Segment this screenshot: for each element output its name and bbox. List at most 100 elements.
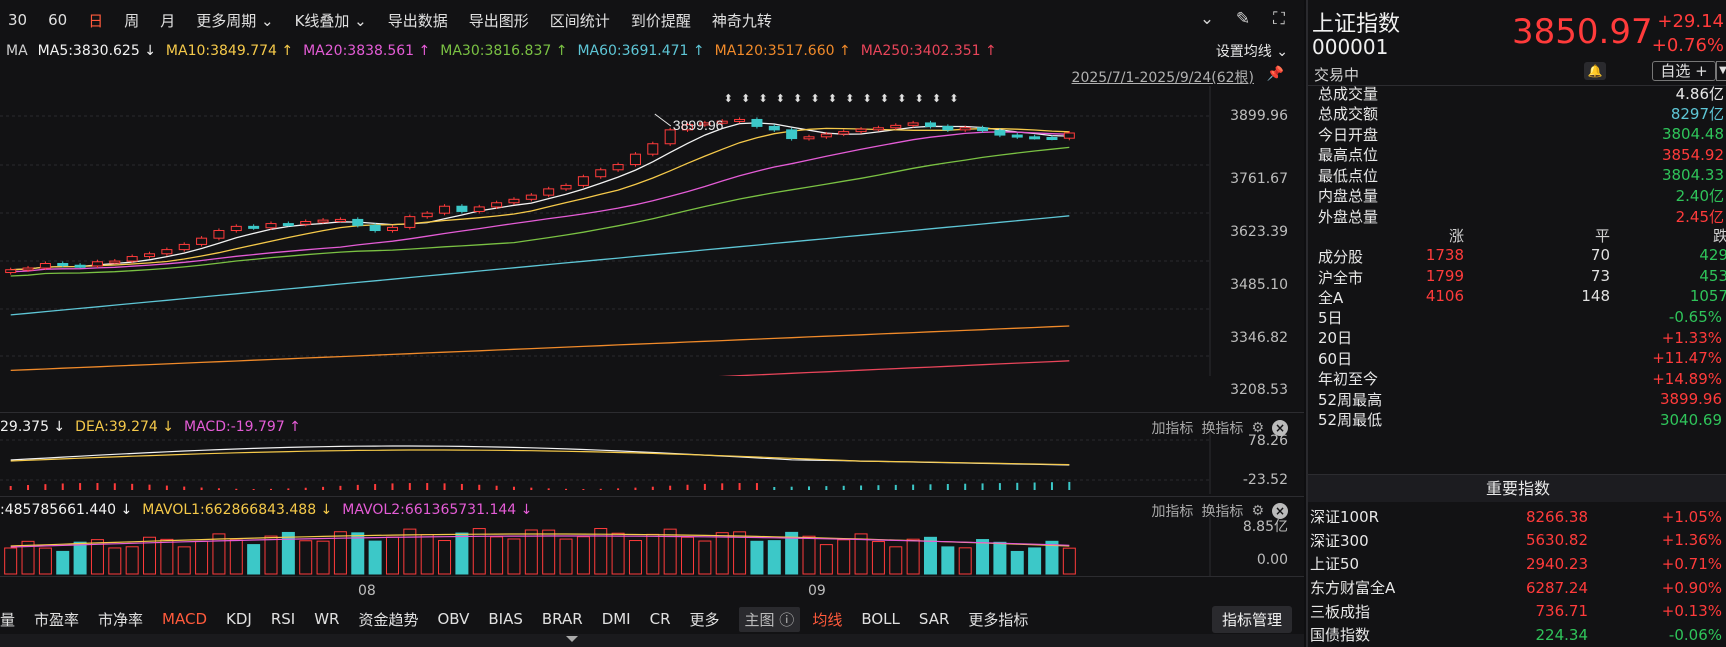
bell-icon[interactable]: 🔔 [1584,62,1606,80]
volume-legend: :485785661.440 ↓ MAVOL1:662866843.488 ↓ MA… [0,499,542,521]
volume-bar [403,528,417,575]
volume-bar [316,540,330,575]
pane-divider [0,496,1304,497]
indicator-tab[interactable]: CR [649,610,671,628]
volume-bar [923,536,937,575]
divider [1308,85,1726,86]
indicator-tab[interactable]: 量 [0,610,16,629]
period-item[interactable]: 区间统计 [549,11,610,30]
indicator-tab[interactable]: RSI [270,610,296,628]
indicator-tab[interactable]: BIAS [488,610,523,628]
indicator-tab[interactable]: KDJ [226,610,252,628]
period-item[interactable]: 周 [124,11,140,30]
main-indicator-tab[interactable]: 均线 [812,610,843,629]
major-index-row[interactable]: 上证50 2940.23 +0.71% [1310,552,1726,576]
ma-line [10,325,1070,372]
period-item[interactable]: K线叠加 ⌄ [294,11,367,30]
major-index-change: +1.05% [1661,507,1722,526]
major-index-row[interactable]: 深证300 5630.82 +1.36% [1310,529,1726,553]
macd-bar [547,488,550,490]
fullscreen-icon[interactable]: ⛶ [1273,9,1285,29]
change-indicator-button[interactable]: 换指标 [1201,421,1244,437]
period-item[interactable]: 月 [160,11,176,30]
indicator-tab[interactable]: 更多 [689,610,720,629]
volume-tools: 加指标 换指标 ⚙ × [1151,501,1288,521]
candle-body [1046,137,1058,141]
candle-body [560,184,572,190]
ma-setting-button[interactable]: 设置均线 ⌄ [1215,44,1288,60]
main-indicator-tab[interactable]: BOLL [861,610,900,628]
breadth-up: 1799 [1425,266,1464,285]
period-item[interactable]: 导出数据 [387,11,448,30]
range-label[interactable]: 2025/7/1-2025/9/24(62根) [1071,70,1254,86]
chevron-down-circle-icon[interactable]: ⌄ [1199,9,1215,29]
macd-bar [44,484,47,490]
scroll-handle-icon[interactable] [566,636,578,642]
candle-body [716,120,728,124]
major-index-row[interactable]: 三板成指 736.71 +0.13% [1310,599,1726,623]
volume-bar [385,536,399,575]
volume-bar [785,531,799,575]
gear-icon[interactable]: ⚙ [1251,503,1264,519]
period-item[interactable]: 导出图形 [468,11,529,30]
close-icon[interactable]: × [1272,420,1288,436]
change-indicator-button[interactable]: 换指标 [1201,504,1244,520]
price-change: +29.14 +0.76% [1652,10,1724,58]
add-watchlist-button[interactable]: 自选 + [1652,61,1716,81]
indicator-tab[interactable]: 市盈率 [34,610,80,629]
gear-icon[interactable]: ⚙ [1251,420,1264,436]
candle-body [404,216,416,228]
period-item[interactable]: 神奇九转 [711,11,772,30]
stat-label: 总成交量 [1318,84,1379,103]
add-indicator-button[interactable]: 加指标 [1151,421,1194,437]
volume-bar [438,540,452,575]
volume-bar [90,539,104,575]
indicator-tab[interactable]: DMI [601,610,631,628]
indicator-tab[interactable]: 资金趋势 [358,610,419,629]
draw-brush-icon[interactable]: ✎ [1235,9,1251,29]
indicator-tab[interactable]: MACD [162,610,208,628]
ma-line [10,215,1070,316]
add-indicator-button[interactable]: 加指标 [1151,504,1194,520]
indicator-manage-button[interactable]: 指标管理 [1211,606,1292,633]
chevron-down-icon[interactable]: ▼ [1716,61,1726,81]
legend-item: MA30:3816.837 ↑ [440,43,568,59]
volume-bar [594,528,608,575]
legend-item: MA120:3517.660 ↑ [714,43,851,59]
indicator-tab[interactable]: BRAR [541,610,583,628]
candle-body [334,218,346,222]
major-index-row[interactable]: 深证100R 8266.38 +1.05% [1310,505,1726,529]
major-index-name: 上证50 [1310,555,1360,574]
indicator-tab[interactable]: OBV [437,610,470,628]
scroll-track[interactable] [0,634,1304,647]
pin-icon[interactable]: 📌 [1266,66,1284,82]
indicator-tab[interactable]: WR [314,610,340,628]
indicator-tab[interactable]: 市净率 [98,610,144,629]
close-icon[interactable]: × [1272,503,1288,519]
major-index-row[interactable]: 国债指数 224.34 -0.06% [1310,623,1726,647]
volume-bar [646,533,660,575]
index-code: 000001 [1312,35,1389,59]
period-item[interactable]: 日 [88,11,104,30]
kline-chart[interactable]: 3899.96⬍ ⬍ ⬍ ⬍ ⬍ ⬍ ⬍ ⬍ ⬍ ⬍ ⬍ ⬍ ⬍ ⬍ [0,86,1304,376]
stat-value: 2.40亿 [1675,187,1724,206]
volume-bar [247,544,261,575]
macd-chart[interactable] [0,432,1304,494]
volume-chart[interactable] [0,516,1304,576]
period-item[interactable]: 更多周期 ⌄ [196,11,274,30]
major-index-row[interactable]: 东方财富全A 6287.24 +0.90% [1310,576,1726,600]
volume-bar [681,536,695,575]
period-item[interactable]: 30 [8,11,28,29]
candle-body [751,118,763,127]
candle-body [22,267,34,271]
macd-bar [374,484,377,490]
period-item[interactable]: 到价提醒 [630,11,691,30]
volume-bar [368,540,382,575]
macd-bar [9,486,12,490]
period-item[interactable]: 60 [48,11,68,29]
main-indicator-tab[interactable]: 更多指标 [968,610,1029,629]
high-marker-arrow [654,113,672,127]
candle-body [924,122,936,127]
main-indicator-tab[interactable]: SAR [918,610,950,628]
major-index-name: 三板成指 [1310,602,1371,621]
